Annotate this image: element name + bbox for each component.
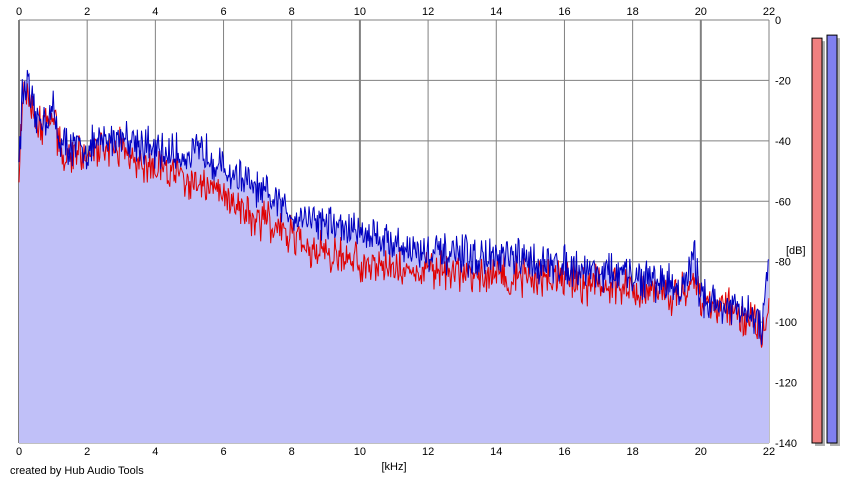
level-meter-bar — [826, 34, 838, 444]
x-tick-label: 4 — [152, 446, 158, 458]
x-tick-label: 20 — [695, 6, 707, 18]
x-tick-label: 22 — [763, 6, 775, 18]
x-tick-label: 6 — [220, 446, 226, 458]
x-tick-label: 14 — [490, 446, 502, 458]
x-tick-label: 18 — [627, 446, 639, 458]
level-meter-bar — [811, 37, 823, 444]
spectrum-lines — [18, 69, 770, 348]
y-tick-label: 0 — [775, 15, 781, 27]
y-tick-label: -40 — [775, 136, 791, 148]
y-tick-label: -140 — [775, 438, 797, 450]
x-axis-label: [kHz] — [381, 461, 406, 473]
x-tick-label: 18 — [627, 6, 639, 18]
x-tick-label: 20 — [695, 446, 707, 458]
y-tick-label: -20 — [775, 75, 791, 87]
x-tick-label: 12 — [422, 6, 434, 18]
y-tick-label: -100 — [775, 317, 797, 329]
x-tick-label: 10 — [354, 446, 366, 458]
level-meters — [811, 34, 840, 446]
x-tick-label: 8 — [289, 446, 295, 458]
x-ticks-top: 0 2 4 6 8 10 12 14 16 18 20 22 — [16, 6, 775, 18]
x-tick-label: 4 — [152, 6, 158, 18]
x-tick-label: 0 — [16, 446, 22, 458]
x-tick-label: 8 — [289, 6, 295, 18]
x-tick-label: 2 — [84, 446, 90, 458]
y-tick-label: -60 — [775, 196, 791, 208]
x-tick-label: 16 — [558, 446, 570, 458]
y-ticks: 0 -20 -40 -60 -80 -100 -120 -140 — [775, 15, 797, 450]
x-tick-label: 6 — [220, 6, 226, 18]
y-tick-label: -120 — [775, 378, 797, 390]
red-channel-line — [18, 81, 770, 348]
blue-channel-line — [18, 69, 770, 345]
x-tick-label: 0 — [16, 6, 22, 18]
x-tick-label: 16 — [558, 6, 570, 18]
x-tick-label: 12 — [422, 446, 434, 458]
credit-text: created by Hub Audio Tools — [10, 465, 144, 477]
x-tick-label: 2 — [84, 6, 90, 18]
spectrum-fill-area — [19, 70, 769, 443]
y-axis-label: [dB] — [786, 245, 806, 257]
x-tick-label: 22 — [763, 446, 775, 458]
y-tick-label: -80 — [775, 257, 791, 269]
x-tick-label: 10 — [354, 6, 366, 18]
x-ticks-bottom: 0 2 4 6 8 10 12 14 16 18 20 22 — [16, 446, 775, 458]
x-tick-label: 14 — [490, 6, 502, 18]
